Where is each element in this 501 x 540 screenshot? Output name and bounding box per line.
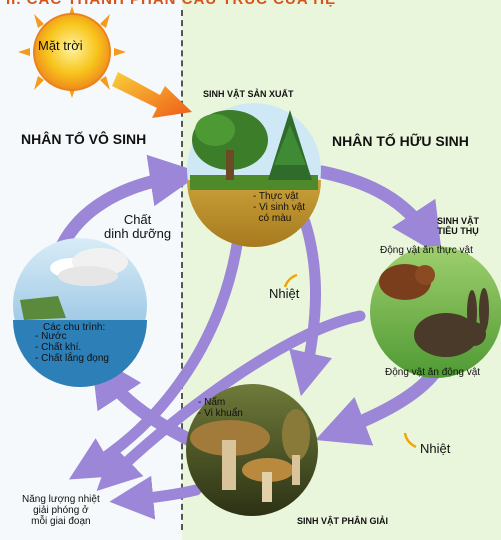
sun-energy-arrow — [112, 72, 192, 118]
heat-label-1: Nhiệt — [269, 286, 300, 301]
consumer-herbivore: Động vật ăn thực vật — [380, 245, 473, 256]
abiotic-items: - Nước - Chất khí. - Chất lắng đọng — [35, 331, 109, 364]
consumer-title: SINH VẬT TIÊU THỤ — [437, 216, 480, 236]
producer-items: - Thực vật - Vi sinh vật có màu — [253, 191, 306, 224]
title-strip: II. CÁC THÀNH PHẦN CẤU TRÚC CỦA HỆ — [0, 0, 501, 10]
arrow-decomposer-to-energy — [109, 475, 202, 520]
decomposer-items: - Nấm - Vi khuẩn — [198, 397, 243, 419]
flow-arrows — [55, 154, 445, 520]
nutrients-label: Chất dinh dưỡng — [104, 212, 172, 242]
arrow-producer-to-decomposer — [289, 216, 332, 397]
left-heading: NHÂN TỐ VÔ SINH — [21, 131, 147, 147]
abiotic-illustration — [13, 238, 147, 387]
consumer-illustration — [370, 246, 501, 378]
producer-illustration — [187, 103, 321, 247]
decomposer-title: SINH VẬT PHÂN GIẢI — [297, 516, 389, 526]
sun-icon — [18, 6, 126, 98]
arrow-producer-to-consumer — [315, 165, 443, 257]
abiotic-title: Các chu trình: — [43, 322, 106, 333]
producer-title: SINH VẬT SẢN XUẤT — [203, 89, 294, 99]
sun-label: Mặt trời — [38, 38, 83, 53]
heat-label-2: Nhiệt — [420, 441, 451, 456]
heat-arrow-2 — [403, 432, 417, 449]
energy-label: Năng lượng nhiệt giải phóng ở mỗi giai đ… — [22, 494, 100, 527]
divider-line — [181, 10, 183, 530]
title-fragment: II. CÁC THÀNH PHẦN CẤU TRÚC CỦA HỆ — [6, 0, 336, 8]
right-heading: NHÂN TỐ HỮU SINH — [332, 133, 469, 149]
arrow-consumer-to-energy — [96, 310, 366, 492]
consumer-carnivore: Động vật ăn động vật — [385, 367, 481, 378]
arrow-abiotic-to-producer — [55, 154, 202, 253]
heat-arrow-1 — [283, 273, 298, 288]
decomposer-illustration — [186, 384, 318, 516]
